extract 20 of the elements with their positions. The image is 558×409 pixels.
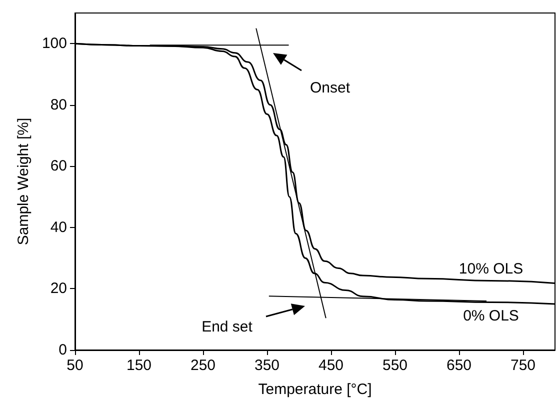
y-tick-label: 60 — [50, 158, 67, 175]
series-label: 0% OLS — [463, 308, 519, 325]
x-tick-label: 650 — [446, 357, 472, 374]
y-tick-label: 100 — [42, 35, 67, 52]
series-label: 10% OLS — [458, 260, 524, 278]
x-axis-title: Temperature [°C] — [258, 381, 372, 398]
y-tick-label: 0 — [58, 342, 67, 358]
y-tick-label: 40 — [50, 218, 67, 236]
x-tick-label: 450 — [318, 357, 344, 374]
x-tick-label: 750 — [510, 357, 536, 374]
x-tick-label: 150 — [126, 357, 152, 374]
x-tick-label: 550 — [382, 357, 408, 374]
y-tick-label: 20 — [50, 280, 67, 298]
x-tick-label: 250 — [190, 357, 216, 374]
annotation: Onset — [310, 80, 351, 96]
y-axis-title: Sample Weight [%] — [15, 118, 32, 246]
y-tick-label: 80 — [50, 96, 67, 114]
x-tick-label: 50 — [66, 357, 84, 374]
annotation: End set — [202, 318, 254, 336]
x-tick-label: 350 — [254, 357, 280, 374]
